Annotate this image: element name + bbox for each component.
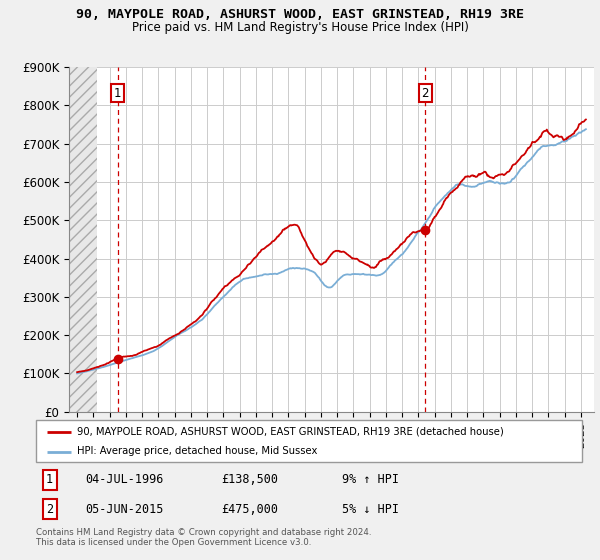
Text: 2: 2 xyxy=(46,502,53,516)
Text: HPI: Average price, detached house, Mid Sussex: HPI: Average price, detached house, Mid … xyxy=(77,446,317,456)
Text: 1: 1 xyxy=(46,473,53,487)
Text: 5% ↓ HPI: 5% ↓ HPI xyxy=(342,502,399,516)
Text: 2: 2 xyxy=(422,87,429,100)
Text: £475,000: £475,000 xyxy=(221,502,278,516)
Text: 90, MAYPOLE ROAD, ASHURST WOOD, EAST GRINSTEAD, RH19 3RE: 90, MAYPOLE ROAD, ASHURST WOOD, EAST GRI… xyxy=(76,8,524,21)
Text: Price paid vs. HM Land Registry's House Price Index (HPI): Price paid vs. HM Land Registry's House … xyxy=(131,21,469,34)
Bar xyxy=(69,67,97,412)
Text: £138,500: £138,500 xyxy=(221,473,278,487)
Text: 04-JUL-1996: 04-JUL-1996 xyxy=(85,473,164,487)
FancyBboxPatch shape xyxy=(36,420,582,462)
Text: 9% ↑ HPI: 9% ↑ HPI xyxy=(342,473,399,487)
Text: 1: 1 xyxy=(114,87,122,100)
Text: 90, MAYPOLE ROAD, ASHURST WOOD, EAST GRINSTEAD, RH19 3RE (detached house): 90, MAYPOLE ROAD, ASHURST WOOD, EAST GRI… xyxy=(77,427,504,437)
Text: Contains HM Land Registry data © Crown copyright and database right 2024.
This d: Contains HM Land Registry data © Crown c… xyxy=(36,528,371,547)
Text: 05-JUN-2015: 05-JUN-2015 xyxy=(85,502,164,516)
